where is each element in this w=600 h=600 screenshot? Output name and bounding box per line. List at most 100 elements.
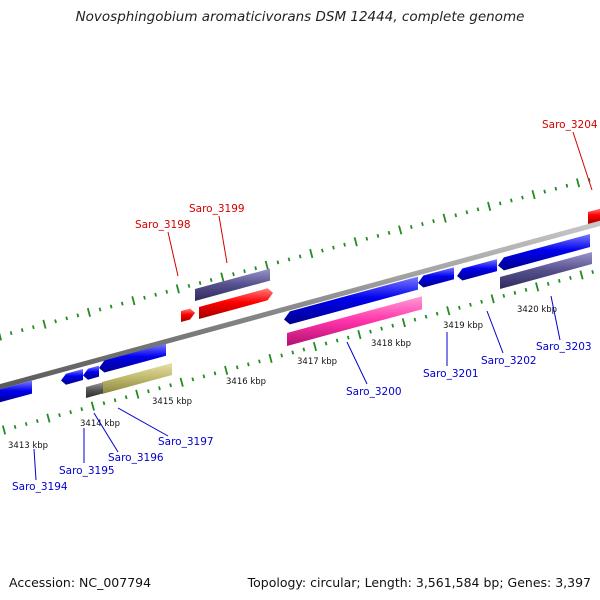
gene-leader-line [486, 310, 504, 354]
forward-tick [476, 207, 480, 212]
forward-tick [421, 222, 424, 227]
gene-arrow-saro-3201[interactable] [418, 267, 454, 288]
forward-tick [376, 233, 380, 238]
gene-arrow-saro-3200[interactable] [284, 276, 418, 325]
reverse-tick [13, 425, 17, 429]
tick-label: 3415 kbp [152, 397, 192, 407]
forward-tick-row [0, 177, 591, 341]
gene-label-saro-3195[interactable]: Saro_3195 [59, 465, 115, 477]
reverse-tick [380, 326, 383, 331]
category-bar-saro-3199[interactable] [195, 268, 270, 301]
reverse-tick [90, 401, 95, 411]
gene-arrow-saro-3196[interactable] [83, 365, 99, 380]
forward-tick [187, 283, 191, 288]
reverse-tick [24, 422, 28, 427]
reverse-tick [102, 401, 106, 406]
gene-leader-line [218, 215, 228, 264]
reverse-tick [401, 318, 406, 328]
gene-label-saro-3198[interactable]: Saro_3198 [135, 219, 191, 231]
forward-tick [442, 213, 447, 223]
gene-leader-line [117, 407, 169, 437]
gene-leader-line [167, 231, 179, 277]
reverse-tick [280, 353, 284, 358]
gene-label-saro-3199[interactable]: Saro_3199 [189, 203, 245, 215]
reverse-tick [579, 270, 584, 280]
forward-tick [9, 331, 13, 336]
reverse-tick [258, 359, 261, 364]
forward-tick [198, 281, 202, 285]
reverse-tick [312, 341, 318, 352]
gene-arrow-saro-3202[interactable] [457, 259, 497, 281]
reverse-tick [424, 314, 428, 319]
reverse-tick [446, 306, 451, 316]
reverse-tick [224, 365, 229, 375]
forward-tick [332, 245, 335, 250]
forward-tick [409, 225, 413, 229]
gene-leader-line [572, 131, 593, 191]
category-bar-saro-3196[interactable] [86, 382, 103, 398]
gene-label-saro-3204[interactable]: Saro_3204 [542, 119, 598, 131]
reverse-tick [524, 287, 528, 292]
forward-tick [531, 190, 536, 200]
reverse-tick [291, 350, 295, 355]
gene-features [0, 208, 600, 403]
gene-arrow-saro-3197[interactable] [99, 343, 166, 373]
category-bar-saro-3200[interactable] [287, 296, 422, 346]
gene-arrow-saro-3198[interactable] [181, 308, 195, 323]
reverse-tick [458, 305, 461, 310]
reverse-tick [324, 341, 328, 346]
forward-tick [365, 236, 369, 241]
reverse-tick [369, 329, 372, 334]
reverse-tick [558, 278, 561, 283]
gene-label-saro-3203[interactable]: Saro_3203 [536, 341, 592, 353]
reverse-tick [158, 386, 161, 391]
reverse-tick [502, 293, 506, 298]
forward-tick [220, 272, 225, 282]
forward-tick [232, 272, 235, 277]
reverse-tick [35, 419, 39, 424]
reverse-tick [80, 407, 84, 412]
gene-arrow-saro-3204[interactable] [588, 208, 600, 224]
gene-label-saro-3200[interactable]: Saro_3200 [346, 386, 402, 398]
forward-tick [76, 313, 80, 318]
reverse-tick [191, 377, 195, 382]
gene-leader-line [33, 448, 37, 481]
forward-tick [287, 257, 291, 262]
forward-tick [454, 213, 458, 218]
forward-tick [432, 219, 435, 224]
gene-label-saro-3194[interactable]: Saro_3194 [12, 481, 68, 493]
gene-label-saro-3202[interactable]: Saro_3202 [481, 355, 537, 367]
gene-label-saro-3201[interactable]: Saro_3201 [423, 368, 479, 380]
tick-label: 3418 kbp [371, 339, 411, 349]
gene-label-saro-3196[interactable]: Saro_3196 [108, 452, 164, 464]
forward-tick [387, 230, 391, 235]
gene-leader-line [550, 295, 561, 341]
gene-label-saro-3197[interactable]: Saro_3197 [158, 436, 214, 448]
reverse-tick [469, 302, 472, 307]
forward-tick [131, 296, 136, 306]
reverse-tick [591, 269, 594, 274]
gene-arrow-saro-3199[interactable] [199, 288, 273, 319]
reverse-tick [179, 377, 184, 387]
tick-label: 3419 kbp [443, 321, 483, 331]
gene-arrow-saro-3195[interactable] [61, 369, 83, 385]
forward-tick [353, 237, 358, 247]
category-bar-saro-3203[interactable] [500, 252, 592, 289]
reverse-tick [202, 374, 206, 379]
gene-arrow-saro-3203[interactable] [498, 234, 590, 271]
reverse-tick [569, 275, 572, 280]
forward-tick [543, 189, 547, 194]
reverse-tick [247, 362, 250, 367]
forward-tick [576, 178, 581, 188]
gene-arrow-saro-3194[interactable] [0, 380, 32, 404]
forward-tick [521, 195, 524, 200]
forward-tick [65, 316, 69, 321]
forward-tick [565, 183, 569, 188]
forward-tick [510, 198, 513, 203]
reverse-tick [113, 398, 117, 403]
reverse-tick [235, 365, 239, 370]
category-bar-saro-3197[interactable] [102, 363, 172, 394]
forward-tick [465, 210, 469, 215]
